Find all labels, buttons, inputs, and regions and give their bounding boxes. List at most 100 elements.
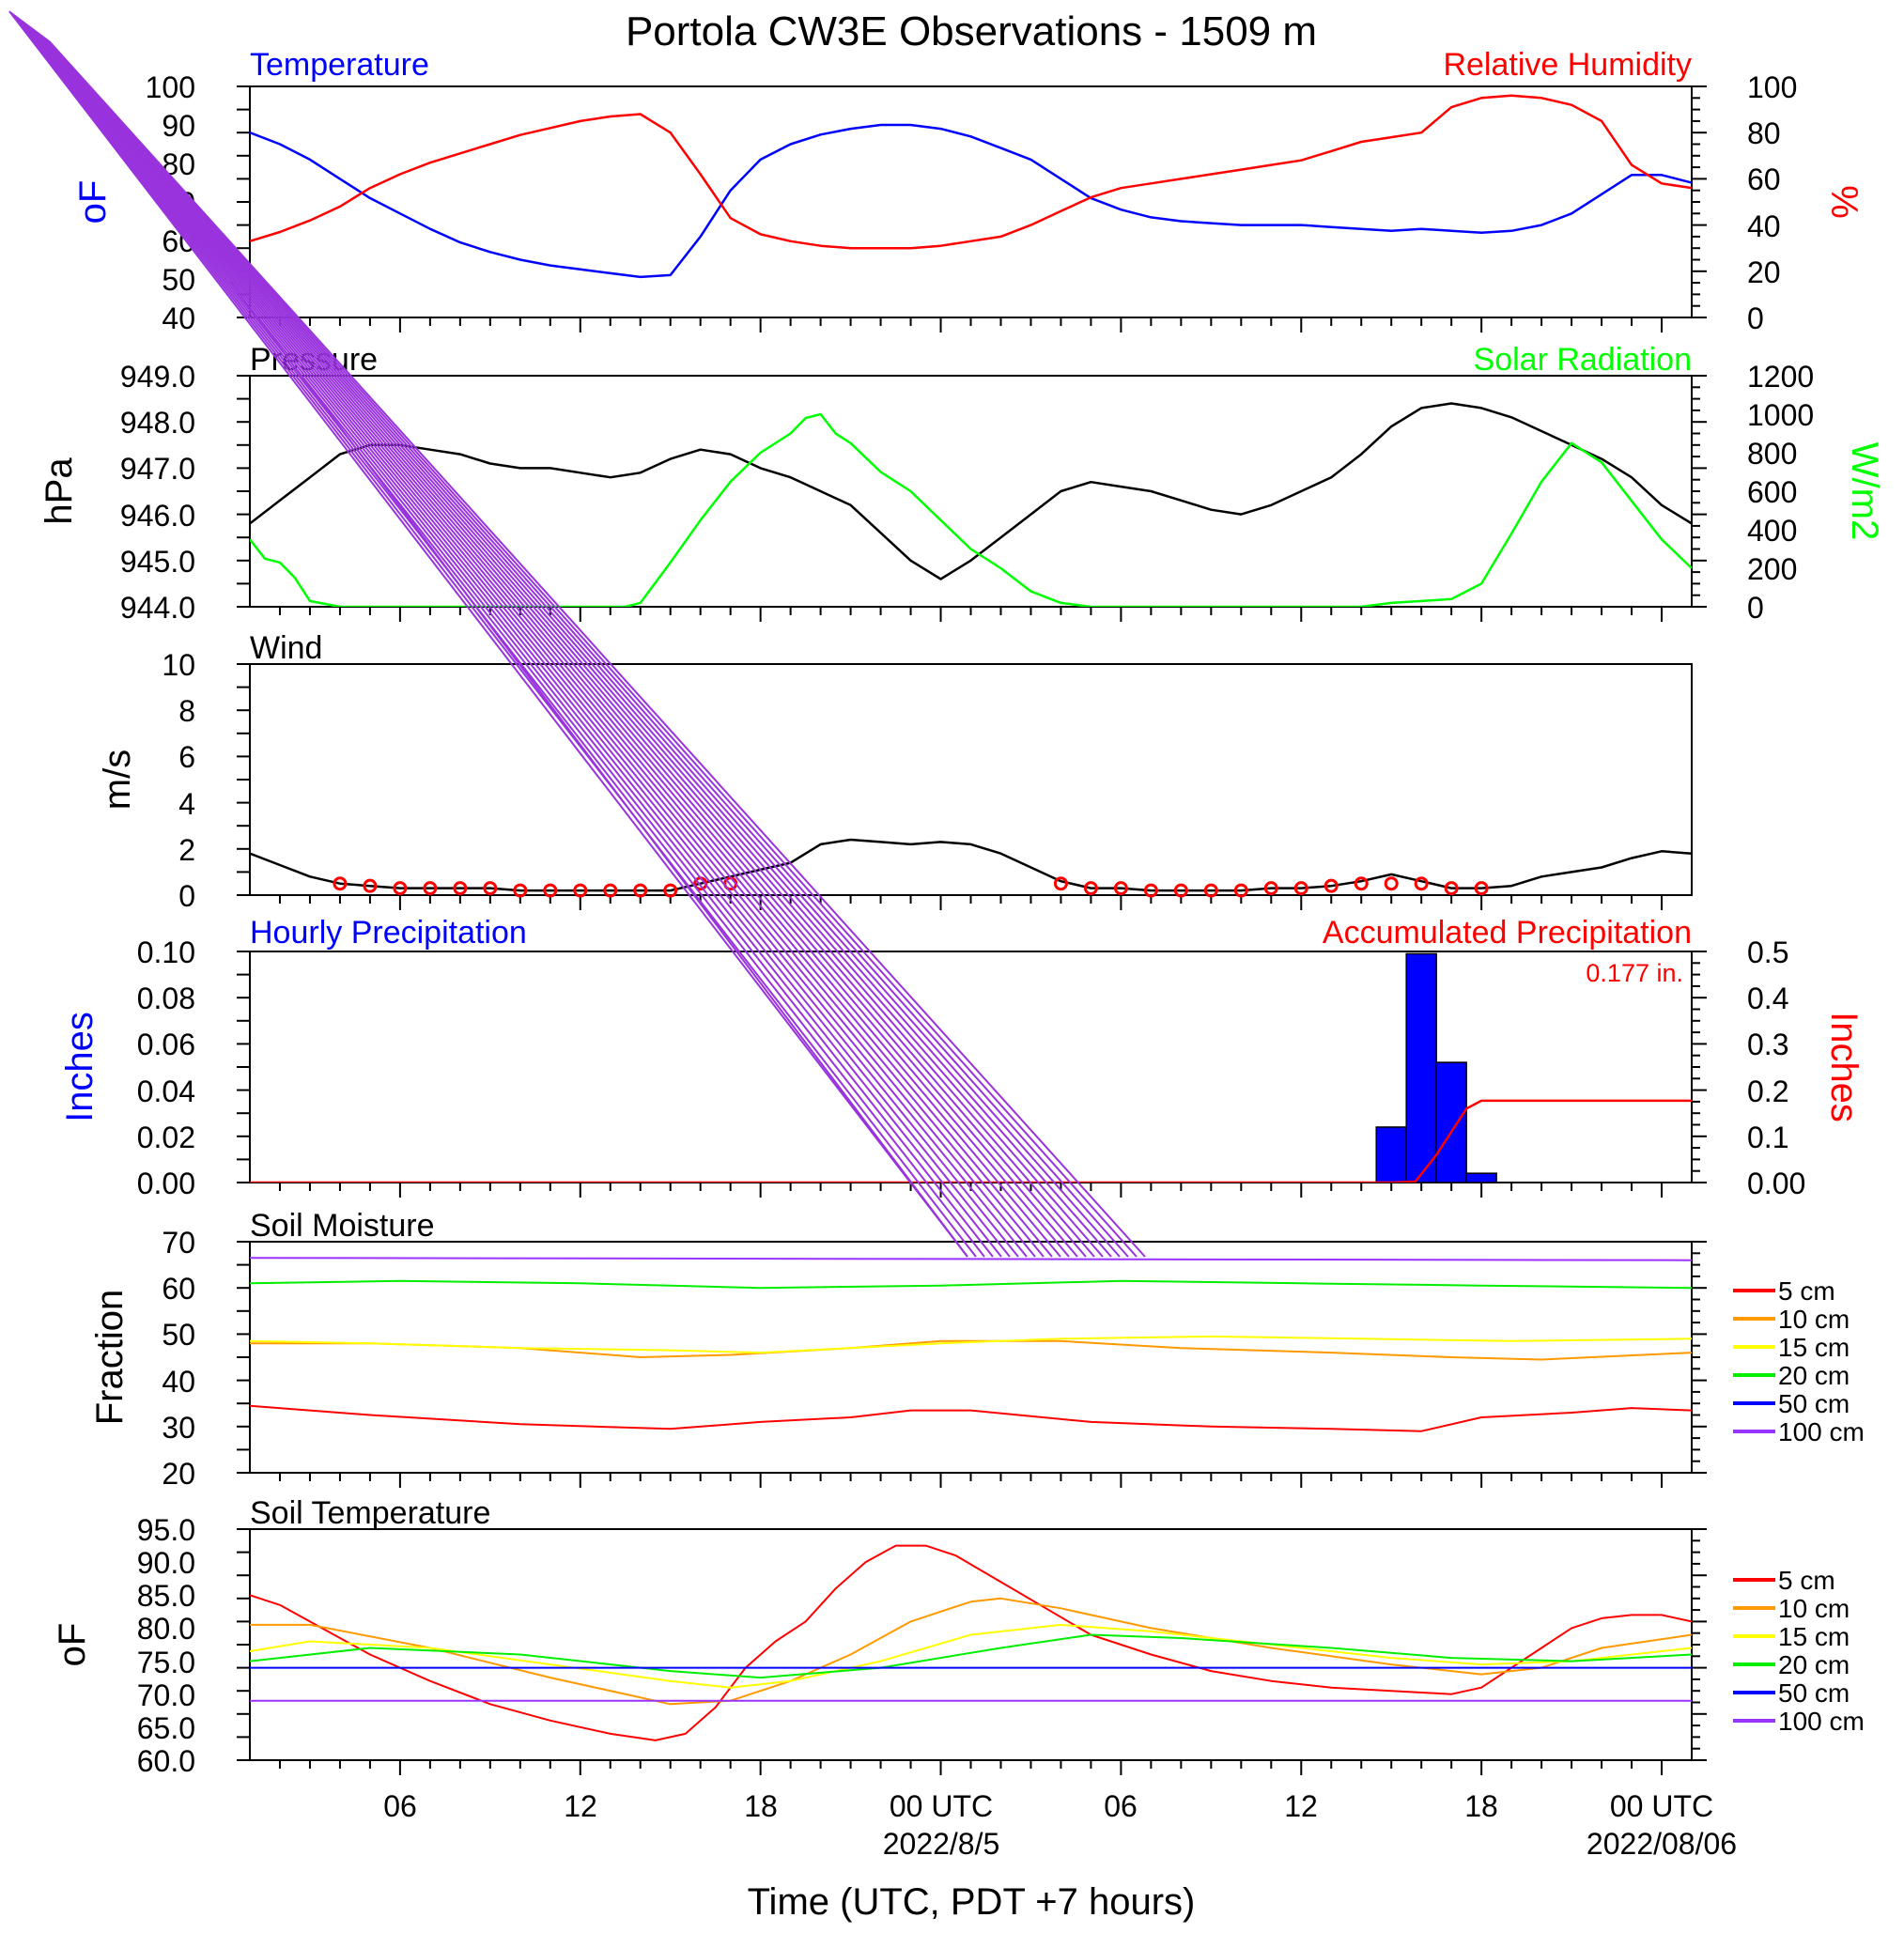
- x-tick-label: 00 UTC: [890, 1789, 993, 1823]
- tick-label: 70: [162, 1226, 195, 1260]
- temp-rh-panel: [249, 85, 1693, 318]
- tick-label: 90: [162, 109, 195, 143]
- tick-label: 600: [1747, 475, 1797, 509]
- hourly-precip-title: Hourly Precipitation: [250, 915, 527, 951]
- series-soil_temp: [250, 1544, 1692, 1741]
- legend-label: 20 cm: [1778, 1361, 1850, 1390]
- overlay-line: [20, 19, 1019, 1258]
- wind-calm-marker: [333, 876, 348, 891]
- wind-calm-marker: [1324, 878, 1339, 893]
- overlay-line: [33, 28, 1078, 1258]
- wind-calm-marker: [513, 883, 528, 898]
- tick-label: 1000: [1747, 398, 1814, 432]
- overlay-line: [48, 39, 1146, 1258]
- wind-unit: m/s: [97, 750, 138, 810]
- tick-label: 80: [1747, 116, 1781, 150]
- tick-label: 60: [1747, 162, 1781, 196]
- humidity-title: Relative Humidity: [1443, 47, 1692, 83]
- tick-label: 400: [1747, 514, 1797, 548]
- tick-label: 0.06: [137, 1028, 195, 1061]
- series-soil_temp: [250, 1623, 1692, 1689]
- overlay-line: [22, 20, 1028, 1258]
- series-precip: [250, 1099, 1692, 1183]
- soil-moisture-ticks: 70 60 50 40 30 20: [162, 1226, 195, 1491]
- overlay-line: [44, 37, 1129, 1258]
- wind-calm-marker: [1203, 883, 1218, 898]
- series-soil_moisture: [250, 1257, 1692, 1261]
- wind-calm-marker: [483, 881, 498, 896]
- overlay-line: [25, 23, 1045, 1258]
- tick-label: 0: [1747, 591, 1764, 625]
- tick-label: 85.0: [137, 1579, 195, 1613]
- tick-label: 8: [178, 694, 195, 728]
- wind-calm-marker: [1354, 876, 1369, 891]
- series-line: [250, 1623, 1692, 1689]
- x-date-label: 2022/8/5: [883, 1827, 1000, 1861]
- overlay-line: [29, 25, 1061, 1258]
- series-temp_rh: [250, 94, 1692, 250]
- series-line: [250, 1099, 1692, 1183]
- wind-calm-marker: [663, 883, 678, 898]
- overlay-line: [39, 33, 1104, 1258]
- temperature-unit: oF: [72, 180, 114, 224]
- legend-label: 10 cm: [1778, 1594, 1850, 1623]
- tick-label: 80.0: [137, 1612, 195, 1646]
- wind-ticks: 10 8 6 4 2 0: [162, 648, 195, 913]
- overlay-line: [23, 22, 1036, 1258]
- x-tick-label: 18: [1464, 1789, 1498, 1823]
- tick-label: 0.5: [1747, 936, 1788, 969]
- series-soil_temp: [250, 1633, 1692, 1679]
- overlay-line: [27, 24, 1053, 1258]
- series-soil_moisture: [250, 1335, 1692, 1354]
- legend-label: 50 cm: [1778, 1678, 1850, 1708]
- tick-label: 40: [162, 1365, 195, 1399]
- wind-calm-marker: [393, 881, 408, 896]
- tick-label: 0: [178, 879, 195, 913]
- soil-temp-title: Soil Temperature: [250, 1495, 490, 1531]
- tick-label: 0.02: [137, 1121, 195, 1154]
- stray-overlay-lines: [8, 10, 1146, 1258]
- wind-calm-marker: [1384, 876, 1399, 891]
- tick-label: 0: [1747, 302, 1764, 335]
- legend-label: 15 cm: [1778, 1333, 1850, 1362]
- wind-calm-marker: [1083, 881, 1098, 896]
- wind-barbs: [333, 876, 1489, 898]
- chart-title: Portola CW3E Observations - 1509 m: [626, 8, 1317, 54]
- overlay-line: [40, 34, 1112, 1258]
- series-line: [250, 1279, 1692, 1290]
- soil-moisture-title: Soil Moisture: [250, 1208, 435, 1244]
- precip-bar: [1405, 952, 1437, 1183]
- wind-calm-marker: [543, 883, 558, 898]
- wind-calm-marker: [363, 878, 378, 893]
- tick-label: 60: [162, 1272, 195, 1306]
- overlay-line: [18, 17, 1011, 1258]
- wind-calm-marker: [423, 881, 438, 896]
- series-line: [250, 94, 1692, 250]
- series-soil_moisture: [250, 1404, 1692, 1432]
- tick-label: 75.0: [137, 1646, 195, 1679]
- series-pressure_solar: [250, 402, 1692, 580]
- soil-temp-ticks: 95.0 90.0 85.0 80.0 75.0 70.0 65.0 60.0: [137, 1513, 195, 1778]
- series-temp_rh: [250, 123, 1692, 279]
- tick-label: 65.0: [137, 1711, 195, 1745]
- wind-calm-marker: [453, 881, 468, 896]
- tick-label: 0.1: [1747, 1121, 1788, 1154]
- series-line: [250, 1339, 1692, 1361]
- wind-calm-marker: [603, 883, 618, 898]
- x-tick-label: 18: [744, 1789, 778, 1823]
- legend-label: 50 cm: [1778, 1389, 1850, 1418]
- tick-label: 200: [1747, 552, 1797, 586]
- overlay-line: [46, 39, 1138, 1258]
- tick-label: 100: [1747, 70, 1797, 104]
- overlay-line: [10, 11, 977, 1258]
- tick-label: 10: [162, 648, 195, 682]
- tick-label: 0.10: [137, 936, 195, 969]
- tick-label: 4: [178, 787, 195, 821]
- temperature-title: Temperature: [250, 47, 429, 83]
- tick-label: 60.0: [137, 1744, 195, 1778]
- series-line: [250, 1335, 1692, 1354]
- tick-label: 0.4: [1747, 982, 1788, 1015]
- overlay-line: [14, 14, 994, 1258]
- tick-label: 800: [1747, 437, 1797, 471]
